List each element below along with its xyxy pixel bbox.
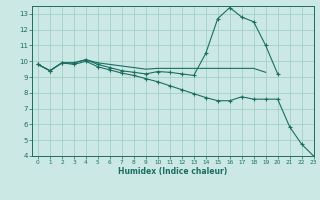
X-axis label: Humidex (Indice chaleur): Humidex (Indice chaleur) [118, 167, 228, 176]
